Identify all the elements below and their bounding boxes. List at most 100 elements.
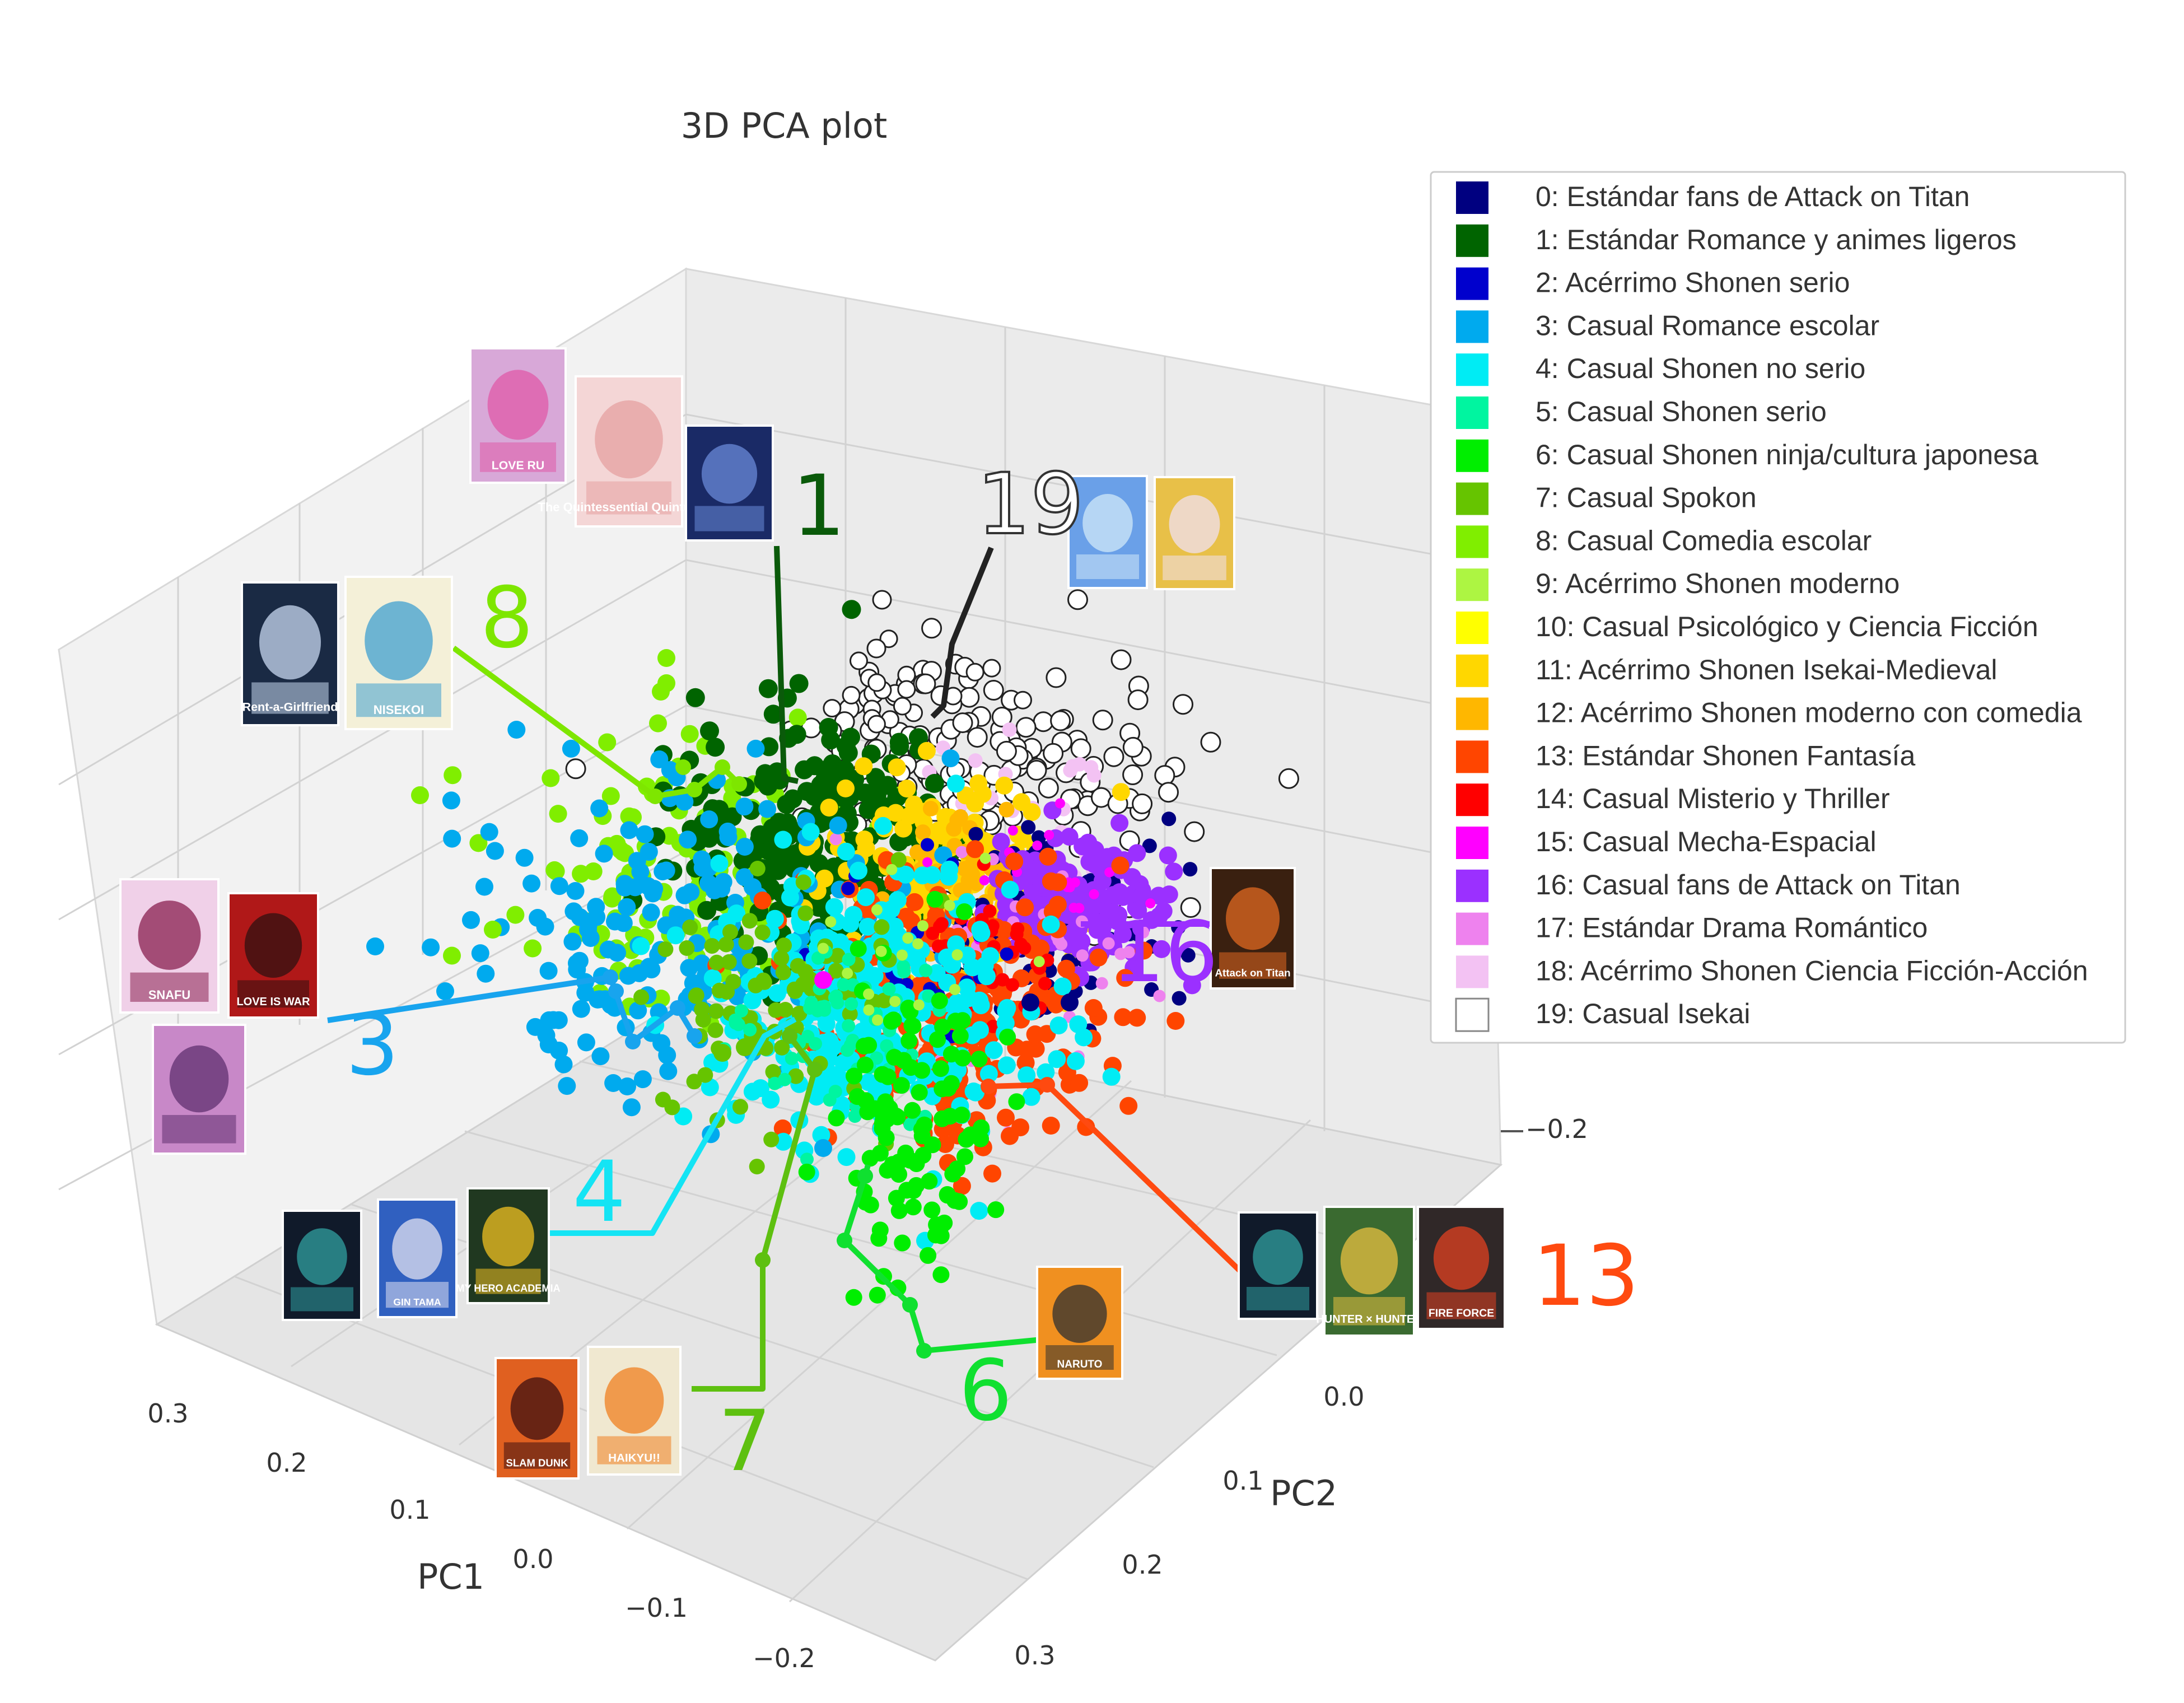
scatter-point-cluster-13: [753, 892, 772, 909]
scatter-point-cluster-8: [603, 887, 622, 906]
scatter-point-cluster-7: [704, 938, 720, 954]
scatter-point-cluster-3: [539, 1035, 558, 1053]
scatter-point-cluster-7: [788, 1068, 804, 1084]
scatter-point-cluster-13: [773, 1119, 792, 1137]
scatter-point-cluster-3: [550, 877, 568, 895]
scatter-point-cluster-16: [1159, 846, 1177, 865]
scatter-point-cluster-9: [896, 949, 908, 961]
scatter-point-cluster-8: [680, 725, 699, 743]
scatter-point-cluster-2: [1000, 947, 1014, 961]
scatter-point-cluster-3: [471, 944, 489, 963]
grid-line: [627, 1080, 1132, 1530]
scatter-point-cluster-7: [776, 937, 792, 954]
scatter-point-cluster-5: [803, 1001, 816, 1015]
y-tick-label: 0.3: [1014, 1640, 1055, 1671]
scatter-point-cluster-9: [912, 938, 924, 950]
cover-figure: [1433, 1226, 1490, 1290]
scatter-point-cluster-9: [886, 864, 898, 875]
scatter-point-cluster-6: [924, 1136, 941, 1154]
scatter-point-cluster-11: [898, 780, 916, 798]
scatter-point-cluster-16: [1160, 885, 1178, 904]
legend-label: 4: Casual Shonen no serio: [1536, 353, 1865, 384]
legend-label: 2: Acérrimo Shonen serio: [1536, 267, 1850, 298]
scatter-point-cluster-4: [947, 935, 965, 954]
scatter-point-cluster-3: [554, 1055, 573, 1074]
scatter-point-cluster-4: [781, 888, 799, 907]
scatter-point-cluster-8: [484, 921, 502, 939]
scatter-point-cluster-19: [823, 699, 842, 718]
scatter-point-cluster-13: [1077, 1118, 1095, 1136]
scatter-point-cluster-4: [632, 937, 650, 955]
scatter-point-cluster-7: [765, 1064, 781, 1080]
scatter-point-cluster-13: [1128, 1009, 1146, 1027]
annotation-point: [647, 788, 663, 804]
scatter-point-cluster-19: [1200, 731, 1221, 753]
scatter-point-cluster-8: [598, 733, 617, 752]
cover-gintama: GIN TAMA: [377, 1198, 458, 1318]
cover-figure-body: [130, 972, 209, 1002]
scatter-point-cluster-3: [814, 1139, 832, 1157]
scatter-point-cluster-4: [923, 866, 941, 884]
legend-label: 8: Casual Comedia escolar: [1536, 525, 1872, 556]
annotation-point: [902, 1297, 918, 1313]
scatter-point-cluster-7: [749, 861, 766, 876]
scatter-point-cluster-7: [874, 919, 890, 935]
scatter-point-cluster-7: [713, 1044, 731, 1062]
scatter-point-cluster-7: [755, 973, 771, 990]
z-tick-label: −0.2: [1525, 1114, 1588, 1144]
y-tick-label: 0.2: [1122, 1550, 1163, 1580]
scatter-point-cluster-14: [931, 939, 945, 953]
cover-figure: [510, 1377, 564, 1440]
scatter-point-cluster-7: [774, 1039, 790, 1056]
scatter-point-cluster-1: [700, 721, 719, 741]
scatter-point-cluster-8: [542, 769, 560, 787]
chart-title: 3D PCA plot: [681, 105, 888, 146]
cover-figure-body: [237, 980, 309, 1008]
scatter-point-cluster-4: [1001, 880, 1019, 899]
scatter-point-cluster-4: [997, 1002, 1015, 1020]
scatter-point-cluster-13: [1057, 959, 1075, 978]
scatter-point-cluster-19: [893, 697, 912, 716]
legend-label: 3: Casual Romance escolar: [1536, 310, 1879, 341]
cover-rent-girlfriend: Rent-a-Girlfriend: [241, 581, 339, 726]
scatter-point-cluster-1: [838, 743, 858, 763]
legend-swatch: [1456, 654, 1488, 687]
scatter-point-cluster-6: [999, 1028, 1016, 1046]
scatter-point-cluster-9: [842, 967, 853, 979]
cover-love-is-war: LOVE IS WAR: [227, 892, 319, 1019]
scatter-point-cluster-6: [871, 1145, 889, 1162]
cover-figure: [1169, 495, 1220, 553]
x-tick-label: 0.1: [389, 1495, 430, 1525]
scatter-point-cluster-8: [652, 990, 670, 1008]
annotation-point: [687, 1028, 702, 1044]
scatter-point-cluster-4: [850, 861, 867, 880]
scatter-point-cluster-4: [710, 855, 729, 873]
scatter-point-cluster-4: [844, 906, 862, 924]
cover-figure: [595, 400, 663, 479]
scatter-point-cluster-6: [856, 1038, 872, 1055]
scatter-point-cluster-5: [731, 1018, 745, 1032]
scatter-point-cluster-7: [754, 925, 771, 940]
scatter-point-cluster-4: [976, 957, 994, 975]
annotation-point: [916, 1343, 932, 1359]
cover-figure-body: [597, 1436, 671, 1464]
grid-line: [58, 559, 687, 921]
scatter-point-cluster-6: [898, 1182, 916, 1199]
scatter-point-cluster-19: [1067, 589, 1088, 610]
scatter-point-cluster-19: [1154, 765, 1175, 786]
scatter-point-cluster-15: [1065, 882, 1075, 893]
scatter-point-cluster-0: [1021, 993, 1039, 1011]
scatter-point-cluster-15: [979, 875, 990, 885]
scatter-point-cluster-9: [825, 916, 837, 928]
scatter-point-cluster-4: [859, 1073, 878, 1091]
scatter-point-cluster-13: [1016, 898, 1034, 917]
annotation-point: [670, 1000, 685, 1016]
scatter-point-cluster-16: [1018, 861, 1037, 880]
cover-nisekoi: NISEKOI: [344, 576, 453, 730]
scatter-point-cluster-18: [1086, 768, 1102, 783]
scatter-point-cluster-8: [572, 865, 590, 883]
scatter-point-cluster-9: [863, 988, 875, 1000]
scatter-point-cluster-1: [815, 768, 835, 788]
scatter-point-cluster-19: [1180, 897, 1201, 918]
